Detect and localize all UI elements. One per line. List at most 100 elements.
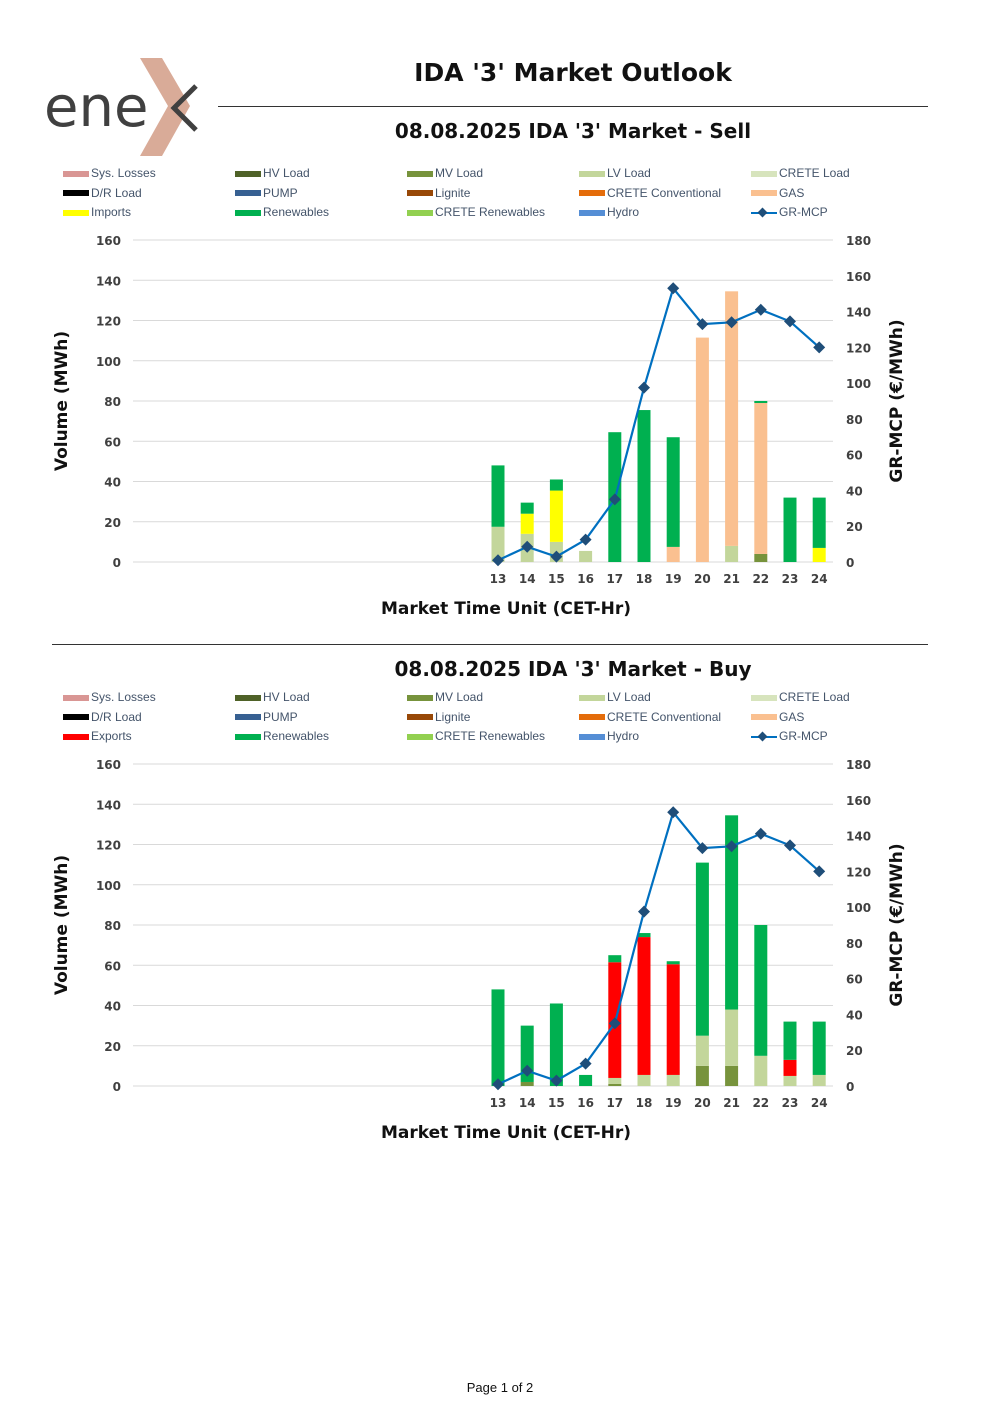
legend-item-gas: GAS — [751, 186, 804, 200]
bar-lv-load — [579, 551, 592, 562]
legend-item-exports: Exports — [63, 729, 132, 743]
legend-swatch — [407, 734, 433, 740]
y2-tick-label: 20 — [846, 520, 863, 534]
legend-swatch — [407, 714, 433, 720]
bar-mv-load — [608, 1084, 621, 1086]
legend-swatch — [235, 734, 261, 740]
legend-swatch — [751, 190, 777, 196]
sell-chart-title: 08.08.2025 IDA '3' Market - Sell — [218, 119, 928, 143]
legend-item-crete-load: CRETE Load — [751, 166, 850, 180]
bar-gas — [696, 338, 709, 562]
y2-axis-title: GR-MCP (€/MWh) — [887, 319, 907, 482]
legend-swatch — [63, 695, 89, 701]
y2-tick-label: 40 — [846, 1008, 863, 1022]
legend-item-crete-conventional: CRETE Conventional — [579, 186, 721, 200]
legend-swatch — [751, 208, 777, 218]
x-tick-label: 14 — [519, 572, 536, 586]
bar-renewables — [550, 1003, 563, 1086]
legend-item-mv-load: MV Load — [407, 166, 483, 180]
legend-label: HV Load — [263, 690, 310, 704]
mcp-line — [498, 812, 819, 1084]
legend-label: CRETE Conventional — [607, 186, 721, 200]
sell-chart: 0204060801001201401600204060801001201401… — [0, 225, 1000, 625]
legend-label: MV Load — [435, 166, 483, 180]
legend-item-hv-load: HV Load — [235, 166, 310, 180]
legend-item-gr-mcp: GR-MCP — [751, 205, 828, 219]
legend-item-pump: PUMP — [235, 186, 298, 200]
report-title: IDA '3' Market Outlook — [218, 58, 928, 87]
legend-item-imports: Imports — [63, 205, 131, 219]
x-tick-label: 18 — [636, 1096, 653, 1110]
legend-swatch — [579, 695, 605, 701]
legend-swatch — [579, 190, 605, 196]
mcp-point — [638, 382, 650, 394]
bar-renewables — [579, 1075, 592, 1086]
bar-mv-load — [725, 1066, 738, 1086]
legend-label: PUMP — [263, 710, 298, 724]
logo-text: ene — [44, 75, 148, 140]
y-tick-label: 80 — [104, 919, 121, 933]
legend-item-gas: GAS — [751, 710, 804, 724]
legend-item-lignite: Lignite — [407, 186, 470, 200]
legend-label: CRETE Conventional — [607, 710, 721, 724]
bar-imports — [813, 548, 826, 562]
x-tick-label: 19 — [665, 572, 682, 586]
bar-renewables — [784, 498, 797, 562]
legend-label: Lignite — [435, 186, 470, 200]
bar-renewables — [638, 933, 651, 937]
buy-chart: 0204060801001201401600204060801001201401… — [0, 749, 1000, 1149]
y2-tick-label: 120 — [846, 341, 871, 355]
legend-swatch — [407, 695, 433, 701]
bar-lv-load — [696, 1036, 709, 1066]
legend-item-hv-load: HV Load — [235, 690, 310, 704]
legend-label: Renewables — [263, 729, 329, 743]
bar-lv-load — [725, 546, 738, 562]
legend-swatch — [579, 210, 605, 216]
x-tick-label: 20 — [694, 572, 711, 586]
legend-label: GAS — [779, 710, 804, 724]
title-divider — [218, 106, 928, 107]
y2-tick-label: 80 — [846, 937, 863, 951]
y2-tick-label: 180 — [846, 234, 871, 248]
x-tick-label: 23 — [782, 572, 799, 586]
y-tick-label: 40 — [104, 476, 121, 490]
x-tick-label: 19 — [665, 1096, 682, 1110]
x-tick-label: 13 — [490, 572, 507, 586]
bar-exports — [638, 937, 651, 1075]
y2-tick-label: 0 — [846, 1080, 854, 1094]
legend-label: LV Load — [607, 166, 651, 180]
legend-swatch — [751, 732, 777, 742]
x-tick-label: 14 — [519, 1096, 536, 1110]
y2-tick-label: 0 — [846, 556, 854, 570]
y2-tick-label: 80 — [846, 413, 863, 427]
bar-renewables — [638, 410, 651, 562]
legend-swatch — [235, 695, 261, 701]
enex-logo: ene — [40, 52, 210, 162]
mcp-point — [755, 304, 767, 316]
legend-swatch — [751, 714, 777, 720]
buy-chart-title: 08.08.2025 IDA '3' Market - Buy — [218, 657, 928, 681]
legend-item-crete-renewables: CRETE Renewables — [407, 205, 545, 219]
bar-mv-load — [521, 1082, 534, 1086]
bar-renewables — [754, 925, 767, 1056]
x-tick-label: 24 — [811, 1096, 828, 1110]
legend-label: CRETE Renewables — [435, 729, 545, 743]
legend-swatch — [579, 171, 605, 177]
x-tick-label: 21 — [723, 572, 740, 586]
legend-label: GAS — [779, 186, 804, 200]
legend-item-renewables: Renewables — [235, 205, 329, 219]
legend-label: MV Load — [435, 690, 483, 704]
y2-tick-label: 140 — [846, 830, 871, 844]
legend-label: Hydro — [607, 729, 639, 743]
bar-mv-load — [754, 554, 767, 562]
legend-label: CRETE Load — [779, 166, 850, 180]
x-tick-label: 13 — [490, 1096, 507, 1110]
y-tick-label: 60 — [104, 435, 121, 449]
x-axis-title: Market Time Unit (CET-Hr) — [381, 1123, 631, 1143]
bar-renewables — [667, 961, 680, 964]
bar-renewables — [784, 1022, 797, 1060]
bar-renewables — [754, 401, 767, 403]
y-tick-label: 20 — [104, 1040, 121, 1054]
bar-renewables — [608, 955, 621, 962]
legend-label: GR-MCP — [779, 729, 828, 743]
